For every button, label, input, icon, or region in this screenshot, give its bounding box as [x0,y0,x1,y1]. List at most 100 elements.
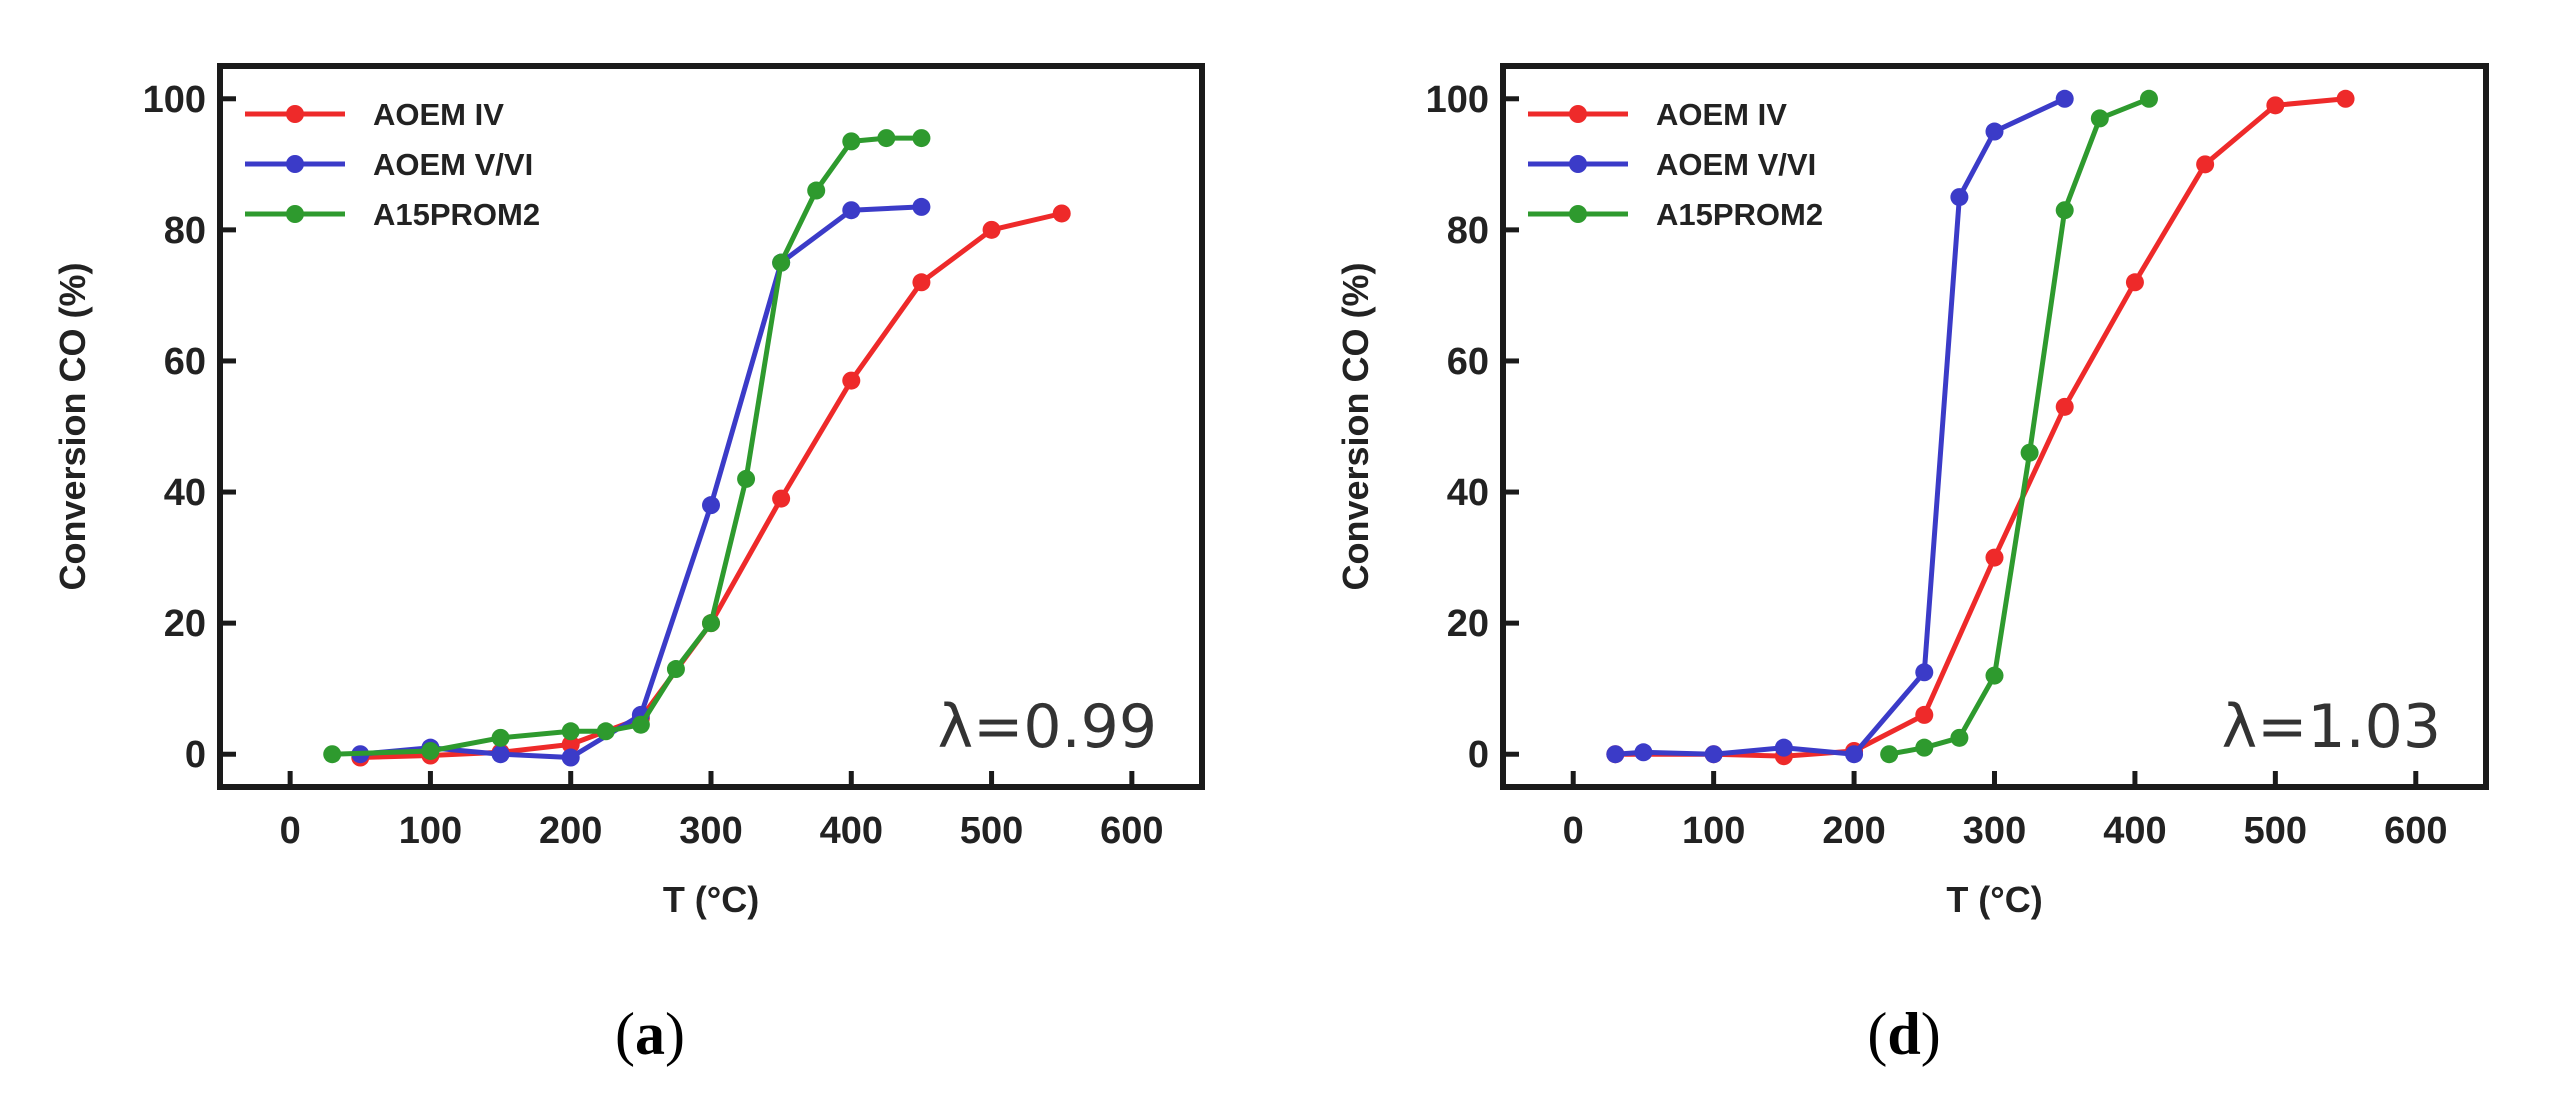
data-point [1950,188,1969,207]
data-point [1915,705,1934,724]
data-point [1880,745,1899,764]
data-point [702,614,720,633]
y-tick-label: 40 [164,472,206,514]
data-point [877,129,896,148]
panel-label-letter: d [1887,1001,1920,1067]
data-point [561,722,580,741]
data-point [772,489,791,508]
data-point [491,745,510,764]
y-tick-label: 60 [164,341,206,383]
legend-label: AOEM V/VI [373,147,533,182]
data-point [421,741,440,760]
data-point [1704,745,1723,764]
legend-label: AOEM IV [373,97,504,132]
legend-label: AOEM V/VI [1656,147,1816,182]
data-point [491,728,510,747]
series-line [1888,96,2150,757]
data-point [982,220,1001,239]
y-tick-label: 40 [1447,472,1489,514]
y-tick-label: 0 [185,734,206,776]
legend-swatch-marker [286,205,304,223]
data-point [631,715,650,734]
y-tick-label: 80 [164,210,206,252]
y-tick-label: 100 [143,79,206,121]
data-point [1774,738,1793,757]
data-point [2020,443,2039,462]
x-tick-label: 300 [1963,810,2026,852]
x-tick-label: 500 [2244,810,2307,852]
data-point [323,745,342,764]
panel-label-open-paren: ( [615,1001,635,1067]
data-point [1845,745,1864,764]
data-point [2139,89,2158,108]
legend-label: AOEM IV [1656,97,1787,132]
data-point [772,253,791,272]
y-axis-label: Conversion CO (%) [1335,262,1376,590]
legend: AOEM IV AOEM V/VI A15PROM2 [245,97,540,232]
data-point [2266,96,2285,115]
x-axis-label: T (°C) [1946,879,2042,920]
x-axis-label: T (°C) [663,879,759,920]
x-tick-label: 600 [2384,810,2447,852]
x-tick-label: 100 [1682,810,1745,852]
x-tick-label: 0 [280,810,301,852]
x-tick-label: 400 [820,810,883,852]
x-tick-label: 100 [399,810,462,852]
lambda-annotation: λ=0.99 [938,692,1157,762]
x-tick-label: 500 [960,810,1023,852]
series-line [360,211,1063,760]
data-point [912,197,931,216]
data-point [702,496,720,515]
data-point [1052,204,1071,223]
y-axis-label: Conversion CO (%) [52,262,93,590]
y-tick-label: 60 [1447,341,1489,383]
data-point [2055,89,2074,108]
x-tick-label: 300 [679,810,742,852]
data-point [912,273,931,292]
legend-swatch-marker [1569,155,1587,173]
legend-swatch-marker [286,155,304,173]
series-line [360,204,922,760]
panel-label: (a) [615,1001,685,1067]
data-point [1950,728,1969,747]
data-point [596,722,615,741]
x-tick-label: 600 [1100,810,1163,852]
data-point [842,201,861,220]
x-tick-label: 200 [539,810,602,852]
data-point [1634,743,1653,762]
x-tick-label: 400 [2103,810,2166,852]
legend: AOEM IV AOEM V/VI A15PROM2 [1528,97,1823,232]
data-point [1606,745,1625,764]
data-point [1915,738,1934,757]
panel-label-close-paren: ) [1921,1001,1941,1067]
y-tick-label: 80 [1447,210,1489,252]
data-point [842,132,861,151]
data-point [666,660,685,679]
y-tick-label: 20 [1447,603,1489,645]
panel-label: (d) [1867,1001,1940,1067]
panel-label-letter: a [635,1001,665,1067]
y-tick-label: 0 [1468,734,1489,776]
data-point [2125,273,2144,292]
series-line [332,135,922,757]
data-point [2055,397,2074,416]
legend-swatch-marker [1569,205,1587,223]
data-point [842,371,861,390]
panel-label-open-paren: ( [1867,1001,1887,1067]
legend-swatch-marker [1569,105,1587,123]
data-point [2336,89,2355,108]
legend-label: A15PROM2 [373,197,540,232]
data-point [2090,109,2109,128]
data-point [807,181,826,200]
legend-label: A15PROM2 [1656,197,1823,232]
data-point [1985,666,2004,685]
plot-frame [217,63,1205,790]
data-point [1915,663,1934,682]
plot-frame [1500,63,2489,790]
legend-swatch-marker [286,105,304,123]
panel-label-close-paren: ) [665,1001,685,1067]
y-tick-label: 100 [1426,79,1489,121]
data-point [1985,122,2004,141]
